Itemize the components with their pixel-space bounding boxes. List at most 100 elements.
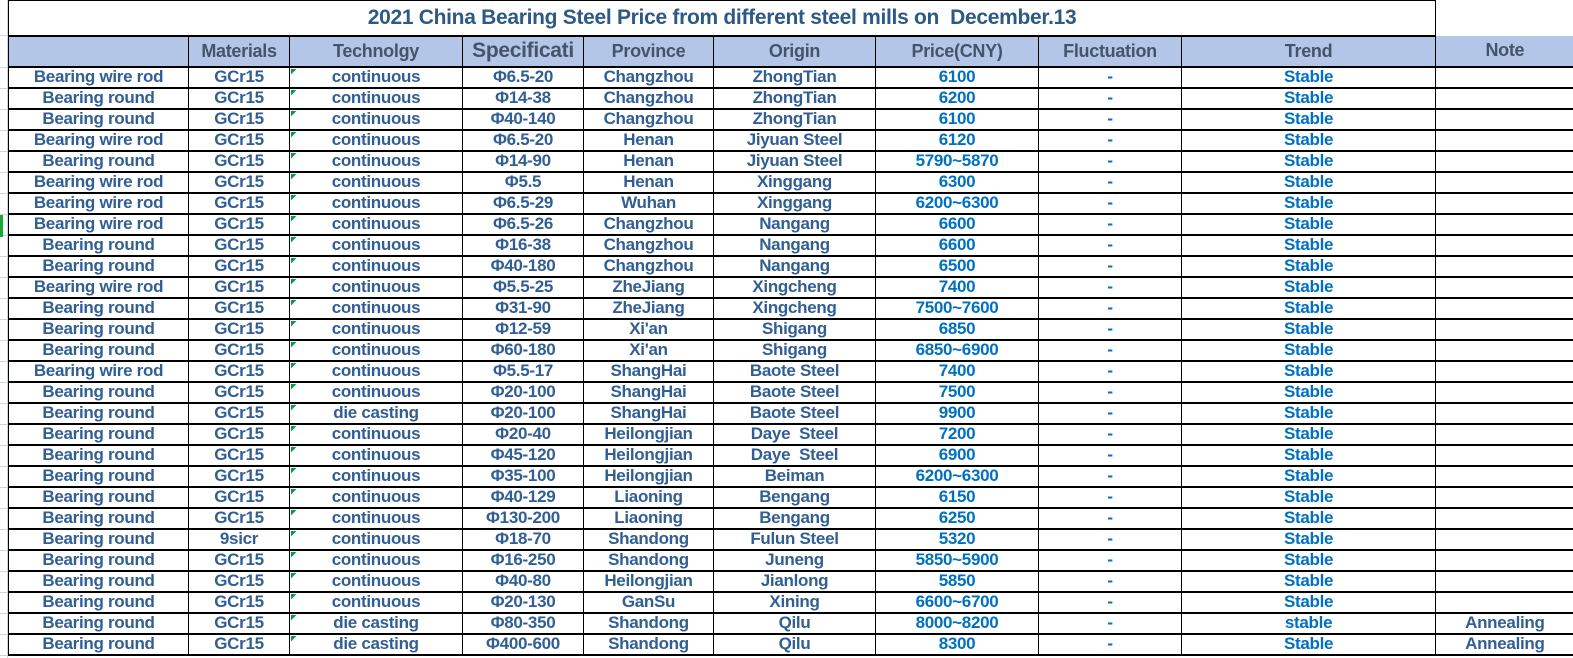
technology-cell[interactable]: continuous xyxy=(289,548,463,572)
origin-cell[interactable]: Qilu xyxy=(713,632,876,656)
price-cell[interactable]: 6600 xyxy=(875,233,1039,257)
materials-cell[interactable]: GCr15 xyxy=(188,464,290,488)
fluctuation-cell[interactable]: - xyxy=(1038,65,1182,89)
province-cell[interactable]: Wuhan xyxy=(583,191,714,215)
column-header-product[interactable] xyxy=(8,35,189,68)
product-cell[interactable]: Bearing round xyxy=(8,317,189,341)
fluctuation-cell[interactable]: - xyxy=(1038,422,1182,446)
materials-cell[interactable]: GCr15 xyxy=(188,254,290,278)
specification-cell[interactable]: Φ12-59 xyxy=(462,317,584,341)
province-cell[interactable]: ZheJiang xyxy=(583,296,714,320)
trend-cell[interactable]: Stable xyxy=(1180,233,1437,257)
note-cell[interactable] xyxy=(1435,65,1573,89)
materials-cell[interactable]: 9sicr xyxy=(188,527,290,551)
trend-cell[interactable]: Stable xyxy=(1180,443,1437,467)
trend-cell[interactable]: Stable xyxy=(1180,338,1437,362)
note-cell[interactable] xyxy=(1435,128,1573,152)
fluctuation-cell[interactable]: - xyxy=(1038,359,1182,383)
trend-cell[interactable]: Stable xyxy=(1180,464,1437,488)
origin-cell[interactable]: Baote Steel xyxy=(713,359,876,383)
specification-cell[interactable]: Φ6.5-20 xyxy=(462,128,584,152)
price-cell[interactable]: 6150 xyxy=(875,485,1039,509)
fluctuation-cell[interactable]: - xyxy=(1038,170,1182,194)
specification-cell[interactable]: Φ20-100 xyxy=(462,380,584,404)
note-cell[interactable] xyxy=(1435,464,1573,488)
province-cell[interactable]: Heilongjian xyxy=(583,422,714,446)
price-cell[interactable]: 6200~6300 xyxy=(875,191,1039,215)
materials-cell[interactable]: GCr15 xyxy=(188,422,290,446)
origin-cell[interactable]: Bengang xyxy=(713,485,876,509)
page-title[interactable]: 2021 China Bearing Steel Price from diff… xyxy=(7,0,1437,37)
fluctuation-cell[interactable]: - xyxy=(1038,86,1182,110)
specification-cell[interactable]: Φ16-38 xyxy=(462,233,584,257)
trend-cell[interactable]: Stable xyxy=(1180,128,1437,152)
note-cell[interactable] xyxy=(1435,149,1573,173)
product-cell[interactable]: Bearing round xyxy=(8,296,189,320)
province-cell[interactable]: Heilongjian xyxy=(583,443,714,467)
fluctuation-cell[interactable]: - xyxy=(1038,212,1182,236)
fluctuation-cell[interactable]: - xyxy=(1038,590,1182,614)
materials-cell[interactable]: GCr15 xyxy=(188,128,290,152)
origin-cell[interactable]: Jiyuan Steel xyxy=(713,149,876,173)
column-header-trend[interactable]: Trend xyxy=(1180,35,1437,68)
product-cell[interactable]: Bearing wire rod xyxy=(8,65,189,89)
province-cell[interactable]: Changzhou xyxy=(583,86,714,110)
specification-cell[interactable]: Φ6.5-26 xyxy=(462,212,584,236)
fluctuation-cell[interactable]: - xyxy=(1038,527,1182,551)
technology-cell[interactable]: continuous xyxy=(289,359,463,383)
technology-cell[interactable]: continuous xyxy=(289,128,463,152)
origin-cell[interactable]: Shigang xyxy=(713,338,876,362)
origin-cell[interactable]: Xinggang xyxy=(713,170,876,194)
fluctuation-cell[interactable]: - xyxy=(1038,254,1182,278)
fluctuation-cell[interactable]: - xyxy=(1038,506,1182,530)
technology-cell[interactable]: continuous xyxy=(289,107,463,131)
product-cell[interactable]: Bearing round xyxy=(8,548,189,572)
materials-cell[interactable]: GCr15 xyxy=(188,191,290,215)
title-spacer-cell[interactable] xyxy=(1435,0,1573,36)
materials-cell[interactable]: GCr15 xyxy=(188,296,290,320)
specification-cell[interactable]: Φ6.5-20 xyxy=(462,65,584,89)
price-cell[interactable]: 6600~6700 xyxy=(875,590,1039,614)
province-cell[interactable]: Henan xyxy=(583,128,714,152)
price-cell[interactable]: 6100 xyxy=(875,65,1039,89)
note-cell[interactable] xyxy=(1435,506,1573,530)
product-cell[interactable]: Bearing round xyxy=(8,590,189,614)
specification-cell[interactable]: Φ5.5 xyxy=(462,170,584,194)
fluctuation-cell[interactable]: - xyxy=(1038,338,1182,362)
province-cell[interactable]: Changzhou xyxy=(583,254,714,278)
province-cell[interactable]: Liaoning xyxy=(583,506,714,530)
origin-cell[interactable]: Juneng xyxy=(713,548,876,572)
specification-cell[interactable]: Φ60-180 xyxy=(462,338,584,362)
technology-cell[interactable]: continuous xyxy=(289,338,463,362)
note-cell[interactable] xyxy=(1435,296,1573,320)
note-cell[interactable] xyxy=(1435,212,1573,236)
price-cell[interactable]: 6900 xyxy=(875,443,1039,467)
origin-cell[interactable]: Xingcheng xyxy=(713,296,876,320)
specification-cell[interactable]: Φ5.5-17 xyxy=(462,359,584,383)
trend-cell[interactable]: Stable xyxy=(1180,590,1437,614)
materials-cell[interactable]: GCr15 xyxy=(188,485,290,509)
trend-cell[interactable]: Stable xyxy=(1180,506,1437,530)
specification-cell[interactable]: Φ40-129 xyxy=(462,485,584,509)
materials-cell[interactable]: GCr15 xyxy=(188,359,290,383)
price-cell[interactable]: 6100 xyxy=(875,107,1039,131)
price-cell[interactable]: 6300 xyxy=(875,170,1039,194)
materials-cell[interactable]: GCr15 xyxy=(188,548,290,572)
price-cell[interactable]: 8300 xyxy=(875,632,1039,656)
materials-cell[interactable]: GCr15 xyxy=(188,170,290,194)
province-cell[interactable]: Changzhou xyxy=(583,107,714,131)
materials-cell[interactable]: GCr15 xyxy=(188,506,290,530)
trend-cell[interactable]: Stable xyxy=(1180,86,1437,110)
fluctuation-cell[interactable]: - xyxy=(1038,548,1182,572)
price-cell[interactable]: 7400 xyxy=(875,359,1039,383)
technology-cell[interactable]: continuous xyxy=(289,149,463,173)
province-cell[interactable]: ZheJiang xyxy=(583,275,714,299)
materials-cell[interactable]: GCr15 xyxy=(188,380,290,404)
fluctuation-cell[interactable]: - xyxy=(1038,401,1182,425)
fluctuation-cell[interactable]: - xyxy=(1038,464,1182,488)
materials-cell[interactable]: GCr15 xyxy=(188,569,290,593)
specification-cell[interactable]: Φ20-40 xyxy=(462,422,584,446)
specification-cell[interactable]: Φ45-120 xyxy=(462,443,584,467)
price-cell[interactable]: 6250 xyxy=(875,506,1039,530)
note-cell[interactable] xyxy=(1435,443,1573,467)
